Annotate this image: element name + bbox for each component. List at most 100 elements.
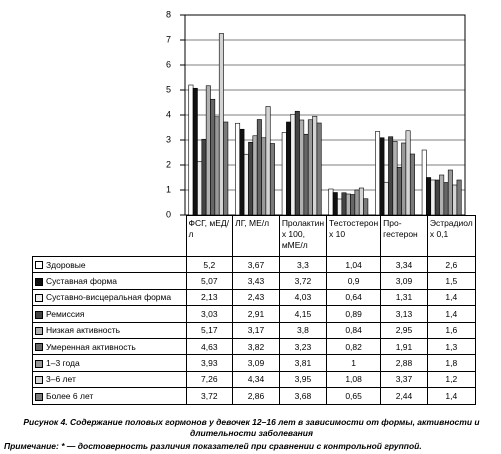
legend-label: 1–3 года xyxy=(46,358,80,369)
value-cell: 2,91 xyxy=(232,305,280,323)
category-label: Тестостерон x 10 xyxy=(326,215,382,257)
legend-cell: Здоровые xyxy=(32,255,187,274)
legend-label: Здоровые xyxy=(46,259,86,270)
legend-swatch xyxy=(35,392,43,401)
y-tick-label: 0 xyxy=(166,209,171,219)
value-cell: 1,4 xyxy=(426,288,476,307)
bar xyxy=(281,132,287,216)
bar xyxy=(252,135,258,216)
bar xyxy=(452,184,458,216)
category-label: Эстрадиол x 0,1 xyxy=(426,215,476,257)
bar xyxy=(405,130,411,216)
bar xyxy=(447,169,453,216)
header-row: ФСГ, мЕД/л ЛГ, МЕ/л Пролактин x 100, мМЕ/л… xyxy=(33,215,476,257)
value-cell: 1,4 xyxy=(426,305,476,323)
bar xyxy=(350,194,356,216)
legend-label: Умеренная активность xyxy=(46,341,136,352)
bar xyxy=(223,121,229,216)
value-cell: 3,23 xyxy=(278,337,328,356)
data-table: ФСГ, мЕД/л ЛГ, МЕ/л Пролактин x 100, мМЕ/л… xyxy=(32,215,476,405)
bar xyxy=(235,122,241,216)
value-cell: 1 xyxy=(326,354,382,372)
bar xyxy=(383,181,389,216)
bar xyxy=(396,166,402,216)
value-cell: 4,63 xyxy=(185,337,234,356)
bar xyxy=(363,198,369,216)
bar xyxy=(307,119,313,216)
value-cell: 3,17 xyxy=(232,321,280,339)
value-cell: 1,6 xyxy=(426,321,476,339)
value-cell: 3,95 xyxy=(278,370,328,389)
bar xyxy=(409,153,415,216)
table-row: Здоровые 5,2 3,67 3,3 1,04 3,34 2,6 xyxy=(32,255,476,274)
bar xyxy=(345,193,351,216)
table-row: Суставно-висцеральная форма 2,13 2,43 4,03 0… xyxy=(32,288,476,307)
bar xyxy=(328,188,334,216)
bar xyxy=(337,198,343,216)
bar xyxy=(261,137,267,216)
bar xyxy=(243,153,249,216)
value-cell: 3,34 xyxy=(380,255,428,274)
value-cell: 3,93 xyxy=(185,354,234,372)
value-cell: 0,82 xyxy=(326,337,382,356)
table-row: 1–3 года 3,93 3,09 3,81 1 2,88 1,8 xyxy=(32,354,476,372)
bar xyxy=(214,116,220,216)
value-cell: 3,09 xyxy=(380,272,428,290)
bar xyxy=(332,192,338,216)
value-cell: 0,84 xyxy=(326,321,382,339)
bar xyxy=(256,119,262,216)
bar xyxy=(341,192,347,216)
bar xyxy=(303,133,309,216)
legend-label: Суставно-висцеральная форма xyxy=(46,292,172,303)
value-cell: 2,88 xyxy=(380,354,428,372)
value-cell: 3,67 xyxy=(232,255,280,274)
legend-cell: Умеренная активность xyxy=(32,337,187,356)
value-cell: 1,04 xyxy=(326,255,382,274)
bar xyxy=(430,179,436,216)
legend-label: Ремиссия xyxy=(46,308,85,319)
bar xyxy=(299,119,305,216)
bar xyxy=(354,189,360,216)
table-row: Умеренная активность 4,63 3,82 3,23 0,82 1,91… xyxy=(32,337,476,356)
bar xyxy=(426,177,432,216)
bar xyxy=(456,179,462,216)
value-cell: 0,65 xyxy=(326,387,382,405)
y-tick-label: 6 xyxy=(166,59,171,69)
value-cell: 2,43 xyxy=(232,288,280,307)
bar xyxy=(439,174,445,216)
value-cell: 1,5 xyxy=(426,272,476,290)
bar xyxy=(210,98,216,216)
legend-swatch xyxy=(35,376,43,385)
bar xyxy=(316,122,322,216)
y-tick-label: 7 xyxy=(166,34,171,44)
category-label: ФСГ, мЕД/л xyxy=(185,215,234,257)
note: Примечание: * — достоверность различия п… xyxy=(4,441,422,451)
caption: Рисунок 4. Содержание половых гормонов у… xyxy=(23,417,480,438)
bar xyxy=(205,85,211,216)
y-tick-label: 2 xyxy=(166,159,171,169)
bar xyxy=(443,182,449,216)
y-tick-label: 1 xyxy=(166,184,171,194)
value-cell: 5,2 xyxy=(185,255,234,274)
bar xyxy=(197,161,203,216)
value-cell: 3,72 xyxy=(278,272,328,290)
bar xyxy=(269,143,275,216)
table-row: Суставная форма 5,07 3,43 3,72 0,9 3,09 1,5 xyxy=(32,272,476,290)
value-cell: 2,44 xyxy=(380,387,428,405)
table-row: Низкая активность 5,17 3,17 3,8 0,84 2,95 1,6 xyxy=(32,321,476,339)
value-cell: 1,31 xyxy=(380,288,428,307)
bar xyxy=(375,131,381,216)
y-tick-label: 8 xyxy=(166,9,171,19)
legend-label: Суставная форма xyxy=(46,276,117,287)
value-cell: 3,43 xyxy=(232,272,280,290)
value-cell: 7,26 xyxy=(185,370,234,389)
legend-swatch xyxy=(35,294,43,303)
value-cell: 3,8 xyxy=(278,321,328,339)
value-cell: 4,15 xyxy=(278,305,328,323)
legend-label: 3–6 лет xyxy=(46,374,76,385)
y-tick-label: 4 xyxy=(166,109,171,119)
bar xyxy=(392,140,398,216)
value-cell: 2,95 xyxy=(380,321,428,339)
